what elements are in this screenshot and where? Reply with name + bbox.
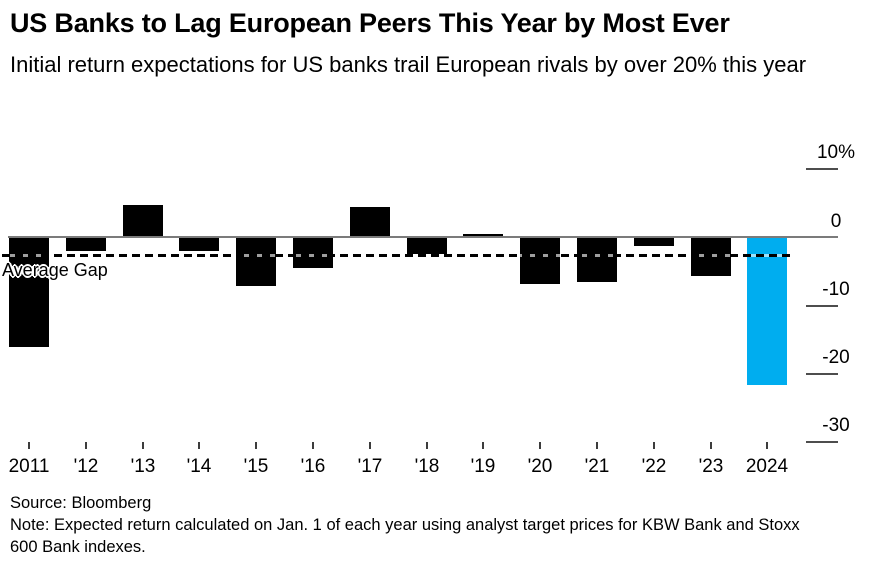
- bar-2024: [747, 238, 787, 385]
- x-tick-label: '21: [584, 456, 610, 477]
- x-tick: [426, 442, 428, 449]
- bar-16: [293, 238, 333, 268]
- x-axis-zero-line: [8, 236, 838, 238]
- x-tick-label: '14: [186, 456, 212, 477]
- chart-subtitle: Initial return expectations for US banks…: [10, 52, 807, 77]
- x-tick: [482, 442, 484, 449]
- x-tick-label: '22: [641, 456, 667, 477]
- x-tick: [539, 442, 541, 449]
- x-tick-label: '13: [130, 456, 156, 477]
- x-tick-label: '23: [698, 456, 724, 477]
- x-tick: [255, 442, 257, 449]
- bar-21: [577, 238, 617, 282]
- chart-title: US Banks to Lag European Peers This Year…: [10, 8, 730, 38]
- x-tick-label: 2024: [745, 456, 789, 477]
- x-tick-label: 2011: [8, 456, 50, 477]
- x-tick: [596, 442, 598, 449]
- chart-footer: Source: Bloomberg Note: Expected return …: [10, 492, 820, 558]
- x-tick-label: '16: [300, 456, 326, 477]
- x-tick: [369, 442, 371, 449]
- x-tick-label: '19: [470, 456, 496, 477]
- bar-17: [350, 207, 390, 236]
- x-tick: [198, 442, 200, 449]
- x-tick: [710, 442, 712, 449]
- bar-19: [463, 234, 503, 236]
- bar-14: [179, 238, 219, 251]
- x-tick: [653, 442, 655, 449]
- bar-18: [407, 238, 447, 254]
- y-tick-label: 10%: [816, 142, 856, 163]
- y-tick-label: -30: [822, 415, 850, 436]
- bar-13: [123, 205, 163, 236]
- bar-22: [634, 238, 674, 246]
- y-tick-label: -10: [822, 279, 850, 300]
- x-tick-label: '20: [527, 456, 553, 477]
- x-tick: [312, 442, 314, 449]
- average-gap-label: Average Gap: [2, 260, 108, 280]
- average-gap-line: [2, 254, 790, 257]
- source-line: Source: Bloomberg: [10, 494, 152, 512]
- x-tick: [28, 442, 30, 449]
- y-tick: [806, 373, 838, 375]
- bar-23: [691, 238, 731, 276]
- y-tick: [806, 441, 838, 443]
- x-tick-label: '12: [73, 456, 99, 477]
- bar-20: [520, 238, 560, 284]
- bar-15: [236, 238, 276, 286]
- bar-12: [66, 238, 106, 251]
- x-tick: [142, 442, 144, 449]
- x-tick-label: '18: [414, 456, 440, 477]
- y-tick-label: 0: [830, 211, 842, 232]
- footnote: Note: Expected return calculated on Jan.…: [10, 516, 800, 556]
- y-tick: [806, 168, 838, 170]
- x-tick-label: '17: [357, 456, 383, 477]
- x-tick: [766, 442, 768, 449]
- x-tick-label: '15: [243, 456, 269, 477]
- y-tick-label: -20: [822, 347, 850, 368]
- y-tick: [806, 305, 838, 307]
- x-tick: [85, 442, 87, 449]
